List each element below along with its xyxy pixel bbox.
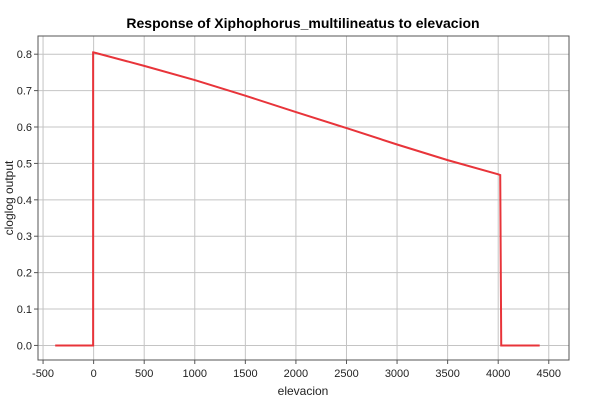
x-tick-label: 500 [135, 368, 153, 380]
chart-title: Response of Xiphophorus_multilineatus to… [126, 15, 479, 31]
y-tick-label: 0.3 [17, 231, 32, 243]
x-tick-label: 1500 [233, 368, 257, 380]
y-tick-label: 0.6 [17, 122, 32, 134]
x-tick-label: 0 [91, 368, 97, 380]
grid [38, 36, 569, 360]
y-axis-label: cloglog output [2, 160, 16, 235]
response-line [55, 51, 540, 347]
y-tick-label: 0.1 [17, 304, 32, 316]
x-axis-label: elevacion [278, 384, 329, 398]
x-tick-label: 2000 [284, 368, 308, 380]
series-layer [55, 51, 540, 347]
plot-area [38, 36, 569, 360]
x-tick-label: 2500 [334, 368, 358, 380]
y-tick-label: 0.5 [17, 158, 32, 170]
plot-border [37, 35, 570, 361]
x-tick-label: 1000 [183, 368, 207, 380]
x-tick-label: 4500 [537, 368, 561, 380]
y-tick-label: 0.8 [17, 49, 32, 61]
axes: -500 0 500 1000 1500 2000 2500 3000 3500 4000 4500… [17, 35, 570, 380]
x-tick-label: -500 [32, 368, 54, 380]
y-tick-label: 0.2 [17, 268, 32, 280]
x-tick-label: 3500 [435, 368, 459, 380]
x-tick-label: 4000 [486, 368, 510, 380]
y-tick-label: 0.0 [17, 340, 32, 352]
y-tick-label: 0.4 [17, 195, 32, 207]
x-tick-label: 3000 [385, 368, 409, 380]
y-tick-label: 0.7 [17, 86, 32, 98]
